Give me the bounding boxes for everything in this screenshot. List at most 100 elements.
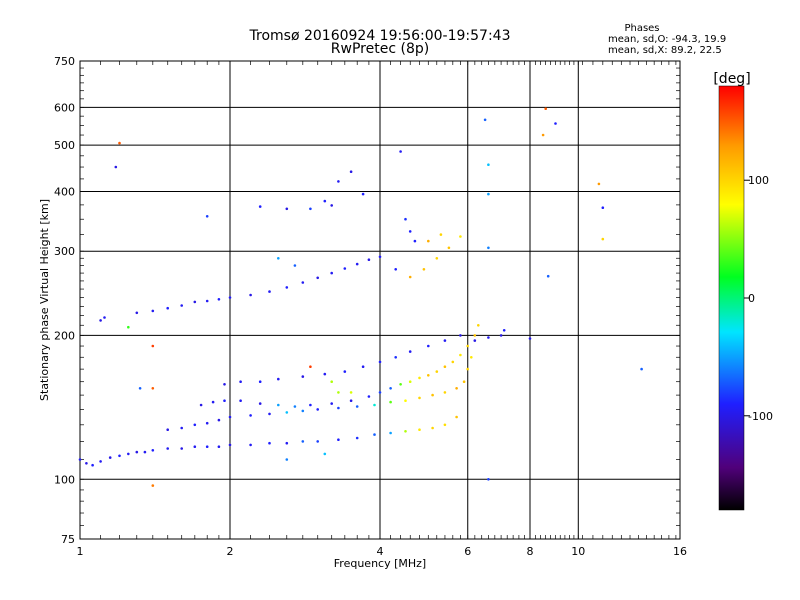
- data-point: [404, 430, 407, 433]
- data-point: [443, 339, 447, 342]
- data-point: [473, 339, 477, 342]
- phases-stat-x: mean, sd,X: 89.2, 22.5: [608, 45, 722, 56]
- phases-stat-o: mean, sd,O: -94.3, 19.9: [608, 34, 726, 45]
- data-point: [470, 356, 473, 359]
- data-point: [427, 344, 430, 348]
- data-point: [166, 428, 169, 432]
- data-point: [277, 403, 280, 407]
- data-point: [151, 449, 155, 452]
- data-point: [135, 311, 139, 315]
- data-point: [293, 264, 297, 267]
- data-point: [193, 445, 197, 449]
- data-point: [108, 456, 112, 459]
- data-point: [217, 445, 221, 449]
- data-point: [483, 118, 487, 122]
- data-point: [487, 192, 490, 196]
- data-point: [355, 436, 359, 440]
- data-point: [258, 205, 262, 208]
- data-point: [378, 360, 382, 364]
- data-point: [301, 281, 305, 284]
- data-point: [249, 414, 252, 417]
- colorbar: [718, 85, 745, 511]
- data-point: [349, 399, 353, 403]
- data-point: [285, 458, 289, 461]
- data-point: [378, 255, 382, 259]
- data-point: [487, 246, 490, 250]
- data-point: [268, 412, 271, 416]
- data-point: [477, 324, 480, 327]
- data-point: [355, 405, 359, 408]
- data-point: [447, 246, 451, 250]
- data-point: [431, 393, 434, 397]
- data-point: [389, 431, 392, 435]
- data-point: [151, 484, 155, 487]
- data-point: [217, 298, 221, 301]
- grid-lines: [80, 61, 680, 539]
- data-point: [418, 376, 421, 380]
- data-point: [443, 365, 447, 369]
- data-point: [151, 344, 155, 348]
- data-point: [85, 462, 88, 465]
- data-point: [309, 365, 312, 369]
- y-tick-label: 500: [54, 139, 75, 152]
- data-point: [285, 441, 289, 445]
- data-point: [459, 334, 462, 337]
- x-tick-label: 2: [227, 545, 234, 558]
- data-point: [343, 267, 347, 270]
- data-point: [349, 391, 353, 394]
- data-point: [418, 396, 421, 400]
- data-point: [151, 309, 155, 313]
- data-point: [323, 452, 327, 456]
- data-point: [601, 237, 605, 241]
- data-point: [127, 452, 130, 456]
- minor-ticks: [80, 61, 680, 539]
- y-tick-label: 75: [61, 533, 75, 546]
- data-point: [337, 391, 340, 394]
- data-point: [91, 463, 94, 467]
- data-point: [118, 454, 121, 458]
- data-point: [378, 391, 382, 394]
- data-point: [180, 447, 183, 450]
- data-point: [422, 268, 426, 271]
- data-point: [473, 334, 477, 337]
- data-point: [546, 274, 550, 278]
- data-point: [404, 217, 407, 221]
- data-point: [118, 141, 121, 145]
- data-point: [143, 450, 147, 454]
- data-point: [99, 460, 102, 463]
- data-point: [249, 443, 252, 447]
- data-point: [455, 415, 458, 419]
- data-point: [361, 192, 365, 196]
- data-point: [309, 403, 312, 407]
- data-point: [487, 478, 490, 481]
- data-point: [330, 402, 334, 405]
- data-point: [640, 367, 643, 371]
- x-tick-label: 16: [673, 545, 687, 558]
- data-point: [127, 325, 130, 329]
- data-point: [413, 239, 417, 243]
- data-point: [394, 268, 398, 271]
- data-point: [487, 163, 490, 166]
- data-point: [323, 199, 327, 203]
- data-point: [462, 380, 466, 384]
- data-point: [285, 411, 289, 414]
- data-point: [323, 372, 327, 376]
- data-point: [427, 239, 430, 243]
- data-point: [268, 290, 271, 293]
- x-tick-label: 8: [527, 545, 534, 558]
- x-tick-label: 10: [571, 545, 585, 558]
- data-point: [455, 387, 458, 390]
- data-point: [151, 387, 155, 390]
- data-point: [408, 380, 412, 384]
- data-point: [277, 377, 280, 381]
- data-point: [466, 344, 470, 348]
- data-point: [451, 360, 455, 364]
- colorbar-tick-label: 0: [748, 292, 755, 305]
- data-point: [394, 356, 398, 359]
- data-point: [301, 440, 305, 443]
- data-point: [399, 383, 402, 386]
- data-point: [541, 133, 545, 137]
- chart-subtitle: RwPretec (8p): [331, 41, 429, 57]
- data-point: [193, 300, 197, 304]
- y-tick-label: 600: [54, 101, 75, 114]
